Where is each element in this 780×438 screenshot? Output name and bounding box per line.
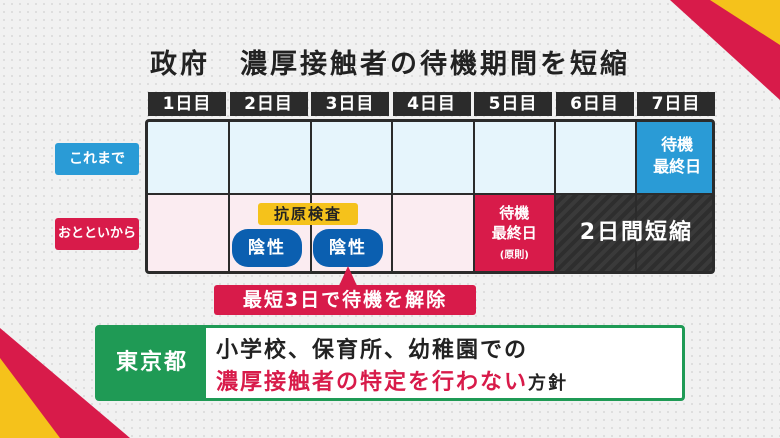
negative-badge-day3: 陰性 xyxy=(313,229,383,267)
after-last-day-text: 待機最終日 (原則) xyxy=(475,203,554,266)
tokyo-line1: 小学校、保育所、幼稚園での xyxy=(216,338,529,363)
before-cell xyxy=(556,122,636,193)
corner-decoration-top-right xyxy=(670,0,780,100)
label: 待機 xyxy=(661,135,694,154)
before-cell xyxy=(311,122,392,193)
label: 最終日 xyxy=(653,157,702,176)
after-last-day-cell: 待機最終日 (原則) xyxy=(474,195,554,271)
day-header: 5日目 xyxy=(474,92,552,116)
shortened-cell xyxy=(637,195,712,271)
before-cell xyxy=(474,122,554,193)
before-last-day-text: 待機 最終日 xyxy=(637,134,712,178)
before-cell xyxy=(393,122,473,193)
negative-badge-day2: 陰性 xyxy=(232,229,302,267)
label: 待機 xyxy=(499,204,530,222)
label: 最終日 xyxy=(491,224,537,242)
day-header: 4日目 xyxy=(392,92,471,116)
after-cell xyxy=(148,195,229,271)
day-header: 6日目 xyxy=(555,92,634,116)
before-cell xyxy=(148,122,229,193)
tokyo-label: 東京都 xyxy=(98,328,206,398)
timeline-grid: 待機 最終日 待機 最終日 (原則) 2日間短縮 xyxy=(145,119,715,274)
tokyo-line2: 濃厚接触者の特定を行わない方針 xyxy=(216,364,568,396)
before-last-day-cell: 待機 最終日 xyxy=(637,122,712,193)
day-header: 1日目 xyxy=(148,92,226,116)
shortened-cell xyxy=(556,195,636,271)
tokyo-box: 東京都 小学校、保育所、幼稚園での 濃厚接触者の特定を行わない方針 xyxy=(95,325,685,401)
tokyo-line2-tail: 方針 xyxy=(528,373,569,394)
corner-decoration-bottom-left xyxy=(0,328,130,438)
release-callout: 最短3日で待機を解除 xyxy=(214,285,476,315)
day-header: 7日目 xyxy=(637,92,715,116)
antigen-test-badge: 抗原検査 xyxy=(258,203,358,225)
callout-pointer xyxy=(338,266,358,288)
tokyo-line2-highlight: 濃厚接触者の特定を行わない xyxy=(216,370,529,395)
before-cell xyxy=(230,122,310,193)
shortened-label: 2日間短縮 xyxy=(579,220,694,245)
page-title: 政府 濃厚接触者の待機期間を短縮 xyxy=(150,49,630,80)
row-label-after: おとといから xyxy=(55,218,139,250)
day-header: 3日目 xyxy=(311,92,389,116)
label: (原則) xyxy=(499,250,529,261)
row-label-before: これまで xyxy=(55,143,139,175)
after-cell xyxy=(393,195,473,271)
day-header: 2日目 xyxy=(229,92,308,116)
